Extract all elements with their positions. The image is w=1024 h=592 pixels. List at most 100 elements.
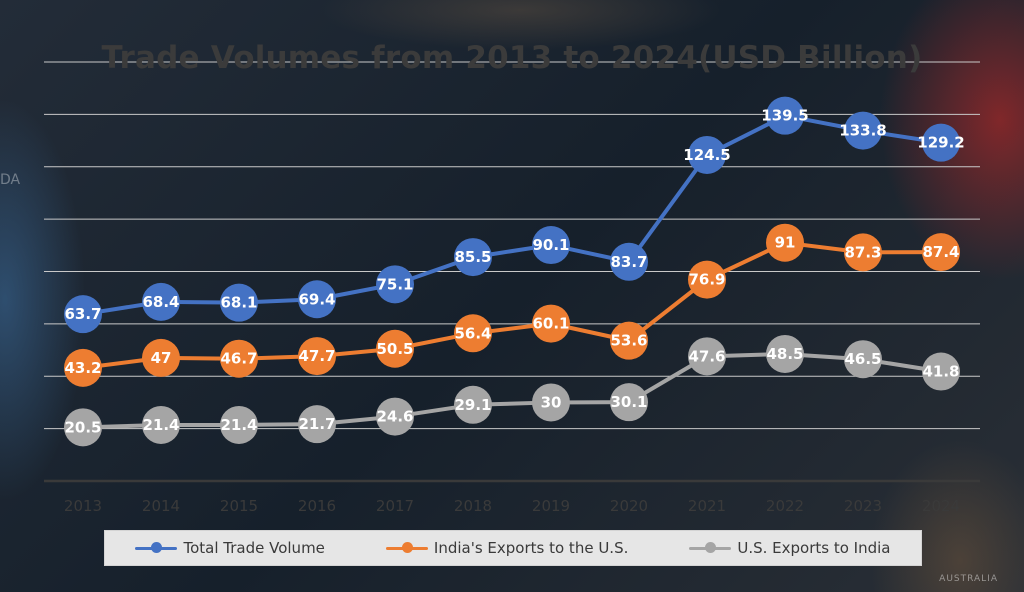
data-label: 83.7 xyxy=(610,253,647,271)
data-point xyxy=(766,96,804,135)
data-point xyxy=(922,123,960,162)
chart-title: Trade Volumes from 2013 to 2024(USD Bill… xyxy=(101,40,923,76)
data-label: 90.1 xyxy=(532,236,569,254)
data-point xyxy=(532,226,570,265)
chart-legend: Total Trade Volume India's Exports to the… xyxy=(104,530,922,566)
legend-label: India's Exports to the U.S. xyxy=(433,539,629,557)
data-label: 76.9 xyxy=(688,271,725,289)
data-label: 30 xyxy=(541,393,562,411)
legend-item: India's Exports to the U.S. xyxy=(385,539,629,557)
legend-label: U.S. Exports to India xyxy=(737,539,891,557)
x-tick-label: 2017 xyxy=(376,497,414,515)
data-label: 43.2 xyxy=(64,359,101,377)
x-tick-label: 2015 xyxy=(220,497,258,515)
x-tick-label: 2018 xyxy=(454,497,492,515)
x-tick-label: 2014 xyxy=(142,497,180,515)
data-label: 87.3 xyxy=(844,243,881,261)
data-point xyxy=(688,135,726,174)
data-label: 60.1 xyxy=(532,315,569,333)
x-tick-label: 2020 xyxy=(610,497,648,515)
data-point xyxy=(298,337,336,376)
data-point xyxy=(142,405,180,444)
data-label: 56.4 xyxy=(454,324,491,342)
data-label: 129.2 xyxy=(917,134,964,152)
data-label: 53.6 xyxy=(610,332,647,350)
data-label: 46.7 xyxy=(220,350,257,368)
data-label: 68.1 xyxy=(220,294,257,312)
legend-marker xyxy=(689,542,732,554)
data-label: 87.4 xyxy=(922,243,959,261)
data-point xyxy=(220,405,258,444)
data-label: 21.7 xyxy=(298,415,335,433)
data-point xyxy=(376,265,414,304)
x-tick-label: 2013 xyxy=(64,497,102,515)
data-label: 46.5 xyxy=(844,350,881,368)
background-map-text: DA xyxy=(0,172,21,188)
legend-item: U.S. Exports to India xyxy=(689,539,890,557)
data-label: 20.5 xyxy=(64,418,101,436)
data-point xyxy=(610,383,648,422)
data-point xyxy=(610,242,648,281)
data-label: 75.1 xyxy=(376,275,413,293)
series-line xyxy=(81,113,943,317)
data-point xyxy=(922,233,960,272)
data-point xyxy=(142,338,180,377)
legend-label: Total Trade Volume xyxy=(183,539,325,557)
data-label: 139.5 xyxy=(761,107,808,125)
data-point xyxy=(64,295,102,334)
data-point xyxy=(844,111,882,150)
legend-marker xyxy=(385,542,428,554)
data-point xyxy=(376,397,414,436)
data-label: 124.5 xyxy=(683,146,730,164)
data-label: 63.7 xyxy=(64,305,101,323)
data-label: 133.8 xyxy=(839,122,886,140)
data-label: 29.1 xyxy=(454,396,491,414)
data-point xyxy=(688,260,726,299)
series-line xyxy=(81,351,943,430)
data-point xyxy=(766,223,804,262)
data-point xyxy=(220,283,258,322)
data-label: 30.1 xyxy=(610,393,647,411)
data-label: 91 xyxy=(775,234,796,252)
data-point xyxy=(454,314,492,353)
data-label: 85.5 xyxy=(454,248,491,266)
data-point xyxy=(142,282,180,321)
data-point xyxy=(688,337,726,376)
data-point xyxy=(922,352,960,391)
data-point xyxy=(766,334,804,373)
data-point xyxy=(454,238,492,277)
background-map-text: AUSTRALIA xyxy=(939,574,998,584)
data-label: 47 xyxy=(151,349,172,367)
x-tick-label: 2023 xyxy=(844,497,882,515)
data-point xyxy=(532,383,570,422)
data-label: 50.5 xyxy=(376,340,413,358)
x-tick-label: 2019 xyxy=(532,497,570,515)
data-label: 41.8 xyxy=(922,363,959,381)
data-point xyxy=(532,304,570,343)
x-tick-label: 2024 xyxy=(922,497,960,515)
data-point xyxy=(454,385,492,424)
data-point xyxy=(298,280,336,319)
data-label: 48.5 xyxy=(766,345,803,363)
legend-marker xyxy=(135,542,178,554)
data-point xyxy=(220,339,258,378)
data-label: 21.4 xyxy=(220,416,257,434)
data-label: 24.6 xyxy=(376,408,413,426)
data-point xyxy=(64,408,102,447)
x-tick-label: 2016 xyxy=(298,497,336,515)
x-tick-label: 2022 xyxy=(766,497,804,515)
legend-item: Total Trade Volume xyxy=(135,539,325,557)
series-line xyxy=(81,240,943,370)
data-point xyxy=(610,321,648,360)
data-point xyxy=(844,340,882,379)
data-label: 68.4 xyxy=(142,293,179,311)
data-point xyxy=(844,233,882,272)
data-label: 47.6 xyxy=(688,347,725,365)
data-point xyxy=(64,348,102,387)
x-tick-label: 2021 xyxy=(688,497,726,515)
data-point xyxy=(376,329,414,368)
data-point xyxy=(298,405,336,444)
data-label: 69.4 xyxy=(298,290,335,308)
data-label: 47.7 xyxy=(298,347,335,365)
